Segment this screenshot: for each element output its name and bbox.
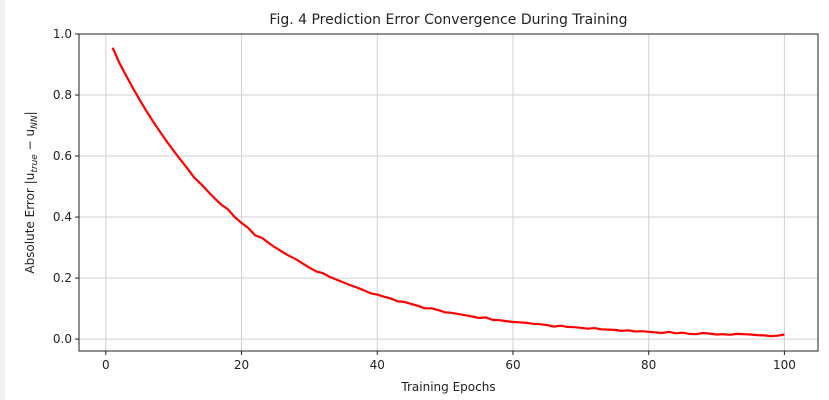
series-layer	[111, 47, 785, 338]
ylabel-prefix: Absolute Error |u	[23, 173, 37, 274]
ylabel-mid: − u	[23, 129, 37, 154]
axes-frame	[78, 33, 819, 352]
y-tick-label: 0.2	[53, 271, 72, 285]
grid	[79, 33, 818, 351]
window-edge	[0, 0, 5, 400]
ticks: 0 20 40 60 80 100 0.0 0.2 0.4 0.6 0.8 1.0	[53, 27, 796, 372]
ylabel-sub-true: true	[30, 154, 40, 173]
ylabel-suffix: |	[23, 111, 37, 115]
x-tick-label: 80	[641, 358, 656, 372]
x-tick-label: 20	[234, 358, 249, 372]
y-tick-label: 0.4	[53, 210, 72, 224]
y-axis-label: Absolute Error |utrue − uNN|	[23, 111, 40, 273]
chart-title: Fig. 4 Prediction Error Convergence Duri…	[269, 12, 627, 28]
x-axis-label: Training Epochs	[400, 380, 495, 394]
ylabel-sub-nn: NN	[30, 115, 40, 129]
x-tick-label: 0	[102, 358, 110, 372]
y-tick-label: 0.8	[53, 88, 72, 102]
y-tick-label: 1.0	[53, 27, 72, 41]
x-tick-label: 100	[773, 358, 796, 372]
y-tick-label: 0.6	[53, 149, 72, 163]
series-line-error	[111, 47, 785, 338]
y-tick-label: 0.0	[53, 332, 72, 346]
x-tick-label: 60	[505, 358, 520, 372]
x-tick-label: 40	[370, 358, 385, 372]
